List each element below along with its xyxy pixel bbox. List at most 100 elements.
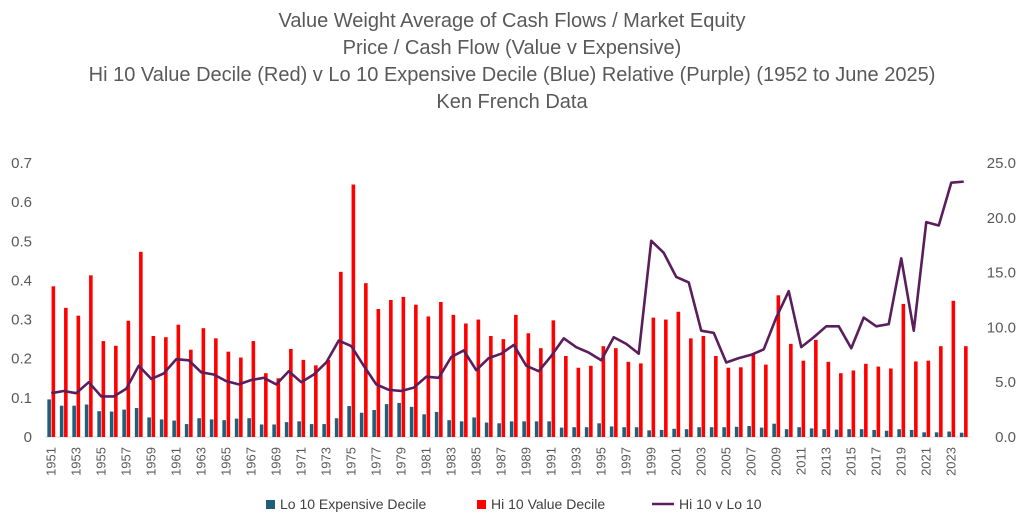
x-tick-label: 2009: [768, 447, 783, 476]
bar-lo10-expensive: [322, 424, 326, 437]
bar-lo10-expensive: [622, 427, 626, 437]
bar-lo10-expensive: [384, 404, 389, 437]
bar-lo10-expensive: [59, 405, 64, 437]
x-tick-label: 1969: [268, 447, 283, 476]
bar-lo10-expensive: [959, 432, 964, 437]
bar-lo10-expensive: [859, 429, 864, 437]
bar-lo10-expensive: [747, 426, 751, 437]
y-left-tick-label: 0.4: [11, 272, 32, 289]
bar-hi10-value: [64, 307, 68, 437]
bar-lo10-expensive: [947, 431, 951, 437]
x-tick-label: 1953: [68, 447, 83, 476]
y-right-tick-label: 15.0: [987, 265, 1016, 282]
bar-lo10-expensive: [522, 421, 526, 437]
bar-lo10-expensive: [809, 428, 814, 437]
bar-lo10-expensive: [297, 421, 301, 437]
bar-hi10-value: [564, 355, 568, 437]
bar-hi10-value: [176, 324, 181, 437]
bar-hi10-value: [451, 314, 456, 437]
bar-hi10-value: [76, 315, 81, 437]
x-tick-label: 2015: [843, 447, 858, 476]
bar-hi10-value: [314, 365, 318, 437]
bar-lo10-expensive: [197, 418, 201, 437]
bar-hi10-value: [951, 300, 956, 437]
x-tick-label: 1973: [318, 447, 333, 476]
bar-lo10-expensive: [684, 429, 689, 437]
x-tick-label: 2013: [818, 447, 833, 476]
bar-hi10-value: [514, 314, 518, 437]
bar-hi10-value: [726, 367, 731, 437]
bar-lo10-expensive: [659, 429, 664, 437]
x-tick-label: 1959: [143, 447, 158, 476]
chart-title-line-2: Price / Cash Flow (Value v Expensive): [342, 37, 682, 59]
bar-hi10-value: [839, 373, 843, 437]
bar-lo10-expensive: [72, 405, 76, 437]
bar-lo10-expensive: [884, 430, 889, 437]
bar-hi10-value: [214, 338, 218, 437]
bar-lo10-expensive: [184, 424, 189, 437]
x-tick-label: 1957: [118, 447, 133, 476]
bar-hi10-value: [201, 328, 206, 437]
x-tick-label: 1997: [618, 447, 633, 476]
bar-lo10-expensive: [259, 424, 264, 437]
bar-lo10-expensive: [247, 418, 251, 437]
y-left-tick-label: 0.6: [11, 194, 32, 211]
bar-lo10-expensive: [222, 420, 226, 437]
bar-lo10-expensive: [847, 429, 851, 437]
bar-hi10-value: [814, 339, 818, 437]
bar-hi10-value: [189, 349, 193, 437]
bar-lo10-expensive: [147, 417, 151, 437]
bar-hi10-value: [414, 304, 418, 437]
bar-lo10-expensive: [159, 419, 164, 437]
x-tick-label: 1995: [593, 447, 608, 476]
bar-lo10-expensive: [272, 424, 276, 437]
bar-lo10-expensive: [597, 423, 601, 437]
legend-label-relative: Hi 10 v Lo 10: [679, 496, 762, 512]
x-tick-label: 2005: [718, 447, 733, 476]
x-tick-label: 1951: [43, 447, 58, 476]
legend-swatch-hi10: [477, 500, 486, 509]
line-hi10-v-lo10: [51, 180, 964, 398]
bar-hi10-value: [926, 360, 931, 437]
bar-hi10-value: [851, 370, 856, 437]
bar-lo10-expensive: [634, 427, 639, 437]
bar-hi10-value: [501, 339, 506, 437]
bar-lo10-expensive: [772, 423, 776, 437]
y-left-tick-label: 0.5: [11, 233, 32, 250]
chart-title-line-1: Value Weight Average of Cash Flows / Mar…: [278, 10, 746, 32]
bar-lo10-expensive: [647, 430, 651, 437]
bar-hi10-value: [551, 320, 556, 437]
x-tick-label: 1971: [293, 447, 308, 476]
bar-lo10-expensive: [347, 406, 351, 437]
bar-lo10-expensive: [872, 429, 876, 437]
bar-hi10-value: [789, 343, 793, 437]
bar-hi10-value: [114, 345, 118, 437]
x-tick-label: 1955: [93, 447, 108, 476]
bar-lo10-expensive: [172, 420, 176, 437]
bar-hi10-value: [626, 361, 631, 437]
bar-hi10-value: [539, 348, 543, 437]
bar-hi10-value: [389, 300, 393, 437]
bar-lo10-expensive: [547, 421, 551, 437]
bar-lo10-expensive: [934, 432, 939, 437]
bar-hi10-value: [639, 363, 643, 437]
y-left-tick-label: 0.7: [11, 155, 32, 172]
bar-hi10-value: [476, 319, 481, 437]
bar-hi10-value: [401, 296, 406, 437]
y-left-tick-label: 0: [24, 429, 32, 446]
x-tick-label: 2023: [943, 447, 958, 476]
bar-hi10-value: [764, 364, 768, 437]
bar-lo10-expensive: [122, 409, 126, 437]
x-tick-label: 1979: [393, 447, 408, 476]
bar-hi10-value: [376, 309, 381, 437]
bar-lo10-expensive: [422, 414, 426, 437]
bar-hi10-value: [701, 336, 706, 437]
bar-hi10-value: [51, 286, 56, 437]
bar-lo10-expensive: [209, 419, 214, 437]
x-tick-label: 1981: [418, 447, 433, 476]
bar-lo10-expensive: [97, 411, 101, 437]
x-tick-label: 1991: [543, 447, 558, 476]
bar-hi10-value: [801, 360, 806, 437]
x-tick-label: 2017: [868, 447, 883, 476]
x-tick-label: 1989: [518, 447, 533, 476]
